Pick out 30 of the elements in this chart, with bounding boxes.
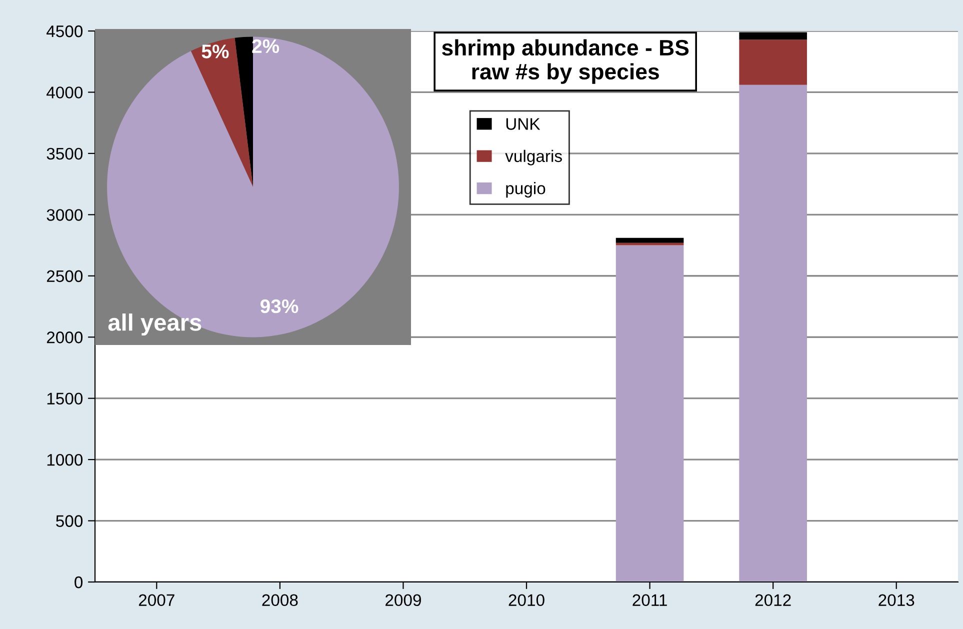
bar	[616, 242, 684, 246]
y-tick-label: 2500	[46, 270, 83, 282]
x-tick-label: 2012	[755, 594, 791, 606]
legend-label: UNK	[506, 118, 540, 130]
bar	[739, 40, 807, 85]
x-tick-label: 2007	[138, 594, 174, 606]
data-label: 5%	[202, 44, 229, 58]
x-tick-label: 2009	[386, 594, 421, 606]
x-tick-label: 2013	[878, 594, 914, 606]
y-tick-label: 3000	[46, 209, 83, 221]
legend-label: vulgaris	[505, 150, 562, 166]
legend-label: pugio	[506, 182, 546, 198]
text: all years	[108, 314, 202, 336]
text: shrimp abundance - BS raw #s by species	[442, 39, 689, 84]
y-tick-label: 500	[56, 515, 83, 527]
bar	[739, 84, 807, 582]
bar	[616, 245, 684, 582]
y-tick-label: 4000	[46, 86, 83, 98]
y-tick-label: 4500	[46, 25, 83, 38]
y-tick-label: 2000	[46, 332, 83, 344]
y-tick-label: 1500	[47, 392, 83, 405]
x-tick-label: 2008	[262, 594, 298, 606]
y-tick-label: 3500	[46, 148, 83, 160]
y-tick-label: 1000	[47, 454, 83, 466]
bar	[739, 32, 807, 40]
x-tick-label: 2010	[508, 594, 544, 606]
data-label: 93%	[260, 299, 298, 314]
bar	[616, 238, 684, 243]
y-tick-label: 0	[74, 576, 83, 588]
x-tick-label: 2011	[632, 594, 667, 606]
